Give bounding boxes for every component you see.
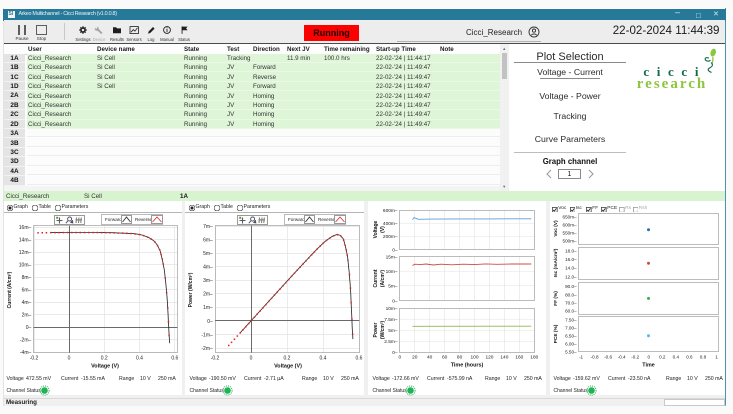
svg-text:-0.2: -0.2 [30, 355, 39, 361]
svg-text:60.0–: 60.0– [565, 309, 577, 314]
svg-text:8m–: 8m– [22, 275, 32, 281]
svg-text:650m–: 650m– [563, 214, 577, 219]
svg-text:3m–: 3m– [203, 278, 213, 284]
svg-text:10m–: 10m– [386, 306, 398, 312]
svg-text:60: 60 [442, 355, 448, 361]
svg-text:120: 120 [485, 355, 493, 361]
svg-text:4m–: 4m– [203, 265, 213, 271]
svg-text:1m–: 1m– [203, 305, 213, 311]
svg-text:1: 1 [715, 354, 718, 359]
svg-text:80.0–: 80.0– [565, 292, 577, 297]
svg-text:14.0–: 14.0– [565, 266, 577, 271]
svg-text:0–: 0– [26, 325, 32, 331]
svg-text:Power: Power [373, 322, 379, 337]
svg-text:7.50–: 7.50– [565, 318, 577, 323]
svg-text:100: 100 [471, 355, 479, 361]
svg-text:-0.8: -0.8 [591, 354, 599, 359]
svg-text:-1m–: -1m– [201, 332, 213, 338]
svg-text:0.6: 0.6 [356, 355, 363, 361]
svg-text:18.0–: 18.0– [565, 248, 577, 253]
svg-text:5m–: 5m– [388, 284, 398, 290]
svg-text:14m–: 14m– [19, 237, 32, 243]
svg-text:0–: 0– [392, 247, 398, 253]
svg-text:20: 20 [412, 355, 418, 361]
svg-text:6m–: 6m– [22, 287, 32, 293]
svg-text:0–: 0– [392, 298, 398, 304]
svg-text:0.4: 0.4 [320, 355, 327, 361]
svg-text:Current (A/cm²): Current (A/cm²) [7, 271, 13, 308]
svg-text:(V): (V) [380, 226, 386, 233]
svg-text:0.6: 0.6 [686, 354, 693, 359]
svg-text:0–: 0– [207, 319, 213, 325]
svg-text:Voltage: Voltage [373, 220, 379, 238]
svg-text:12.0–: 12.0– [565, 274, 577, 279]
svg-text:-0.6: -0.6 [604, 354, 612, 359]
svg-text:2m–: 2m– [22, 312, 32, 318]
svg-text:-0.2: -0.2 [211, 355, 220, 361]
svg-text:140: 140 [500, 355, 508, 361]
svg-text:200m–: 200m– [383, 234, 398, 240]
svg-text:5.50–: 5.50– [565, 350, 577, 355]
svg-text:16m–: 16m– [19, 225, 32, 231]
svg-text:-0.2: -0.2 [631, 354, 639, 359]
svg-text:0: 0 [398, 355, 401, 361]
svg-text:(W/cm²): (W/cm²) [380, 321, 386, 340]
svg-text:550m–: 550m– [563, 230, 577, 235]
svg-text:90.0–: 90.0– [565, 284, 577, 289]
svg-text:7m–: 7m– [203, 224, 213, 230]
svg-text:(A/cm²): (A/cm²) [380, 270, 386, 288]
svg-text:10m–: 10m– [19, 262, 32, 268]
svg-text:0: 0 [647, 354, 650, 359]
svg-text:0: 0 [68, 355, 71, 361]
svg-text:10m–: 10m– [386, 269, 398, 275]
svg-text:0.2: 0.2 [659, 354, 666, 359]
svg-text:0.2: 0.2 [284, 355, 291, 361]
svg-text:-4m–: -4m– [20, 350, 32, 356]
svg-text:0–: 0– [392, 350, 398, 356]
svg-text:4m–: 4m– [22, 300, 32, 306]
svg-text:PCE (%): PCE (%) [553, 324, 559, 343]
svg-text:0.4: 0.4 [673, 354, 680, 359]
svg-text:Time (hours): Time (hours) [451, 363, 484, 369]
svg-text:Voltage (V): Voltage (V) [274, 363, 302, 369]
svg-text:0.2: 0.2 [101, 355, 108, 361]
svg-text:2.5m–: 2.5m– [384, 339, 398, 345]
svg-text:Voc (V): Voc (V) [553, 220, 559, 237]
svg-text:0: 0 [250, 355, 253, 361]
svg-text:180: 180 [530, 355, 538, 361]
svg-text:500m–: 500m– [563, 238, 577, 243]
svg-text:400m–: 400m– [383, 221, 398, 227]
svg-text:-2m–: -2m– [201, 346, 213, 352]
svg-text:5m–: 5m– [388, 328, 398, 334]
svg-text:Isc (mA/cm²): Isc (mA/cm²) [553, 248, 559, 277]
svg-text:160: 160 [515, 355, 523, 361]
svg-text:Voltage (V): Voltage (V) [91, 363, 119, 369]
svg-text:6.00–: 6.00– [565, 342, 577, 347]
svg-text:15m–: 15m– [386, 254, 398, 260]
svg-text:0.4: 0.4 [136, 355, 143, 361]
svg-text:16.0–: 16.0– [565, 257, 577, 262]
svg-text:7.00–: 7.00– [565, 326, 577, 331]
svg-text:-1: -1 [579, 354, 584, 359]
svg-text:6.50–: 6.50– [565, 334, 577, 339]
svg-text:5m–: 5m– [203, 251, 213, 257]
svg-text:40: 40 [427, 355, 433, 361]
svg-text:600m–: 600m– [383, 208, 398, 214]
svg-text:FF (%): FF (%) [553, 291, 559, 306]
svg-text:12m–: 12m– [19, 250, 32, 256]
svg-text:0.8: 0.8 [700, 354, 707, 359]
svg-text:2m–: 2m– [203, 292, 213, 298]
svg-text:Current: Current [373, 269, 379, 287]
svg-text:-2m–: -2m– [20, 337, 32, 343]
svg-text:-0.4: -0.4 [618, 354, 626, 359]
svg-text:7.5m–: 7.5m– [384, 317, 398, 323]
svg-text:6m–: 6m– [203, 237, 213, 243]
svg-text:600m–: 600m– [563, 222, 577, 227]
svg-text:0.6: 0.6 [171, 355, 178, 361]
svg-text:Time: Time [642, 362, 654, 368]
svg-text:Power (W/cm²): Power (W/cm²) [188, 272, 194, 307]
svg-text:70.0–: 70.0– [565, 301, 577, 306]
svg-text:80: 80 [457, 355, 463, 361]
